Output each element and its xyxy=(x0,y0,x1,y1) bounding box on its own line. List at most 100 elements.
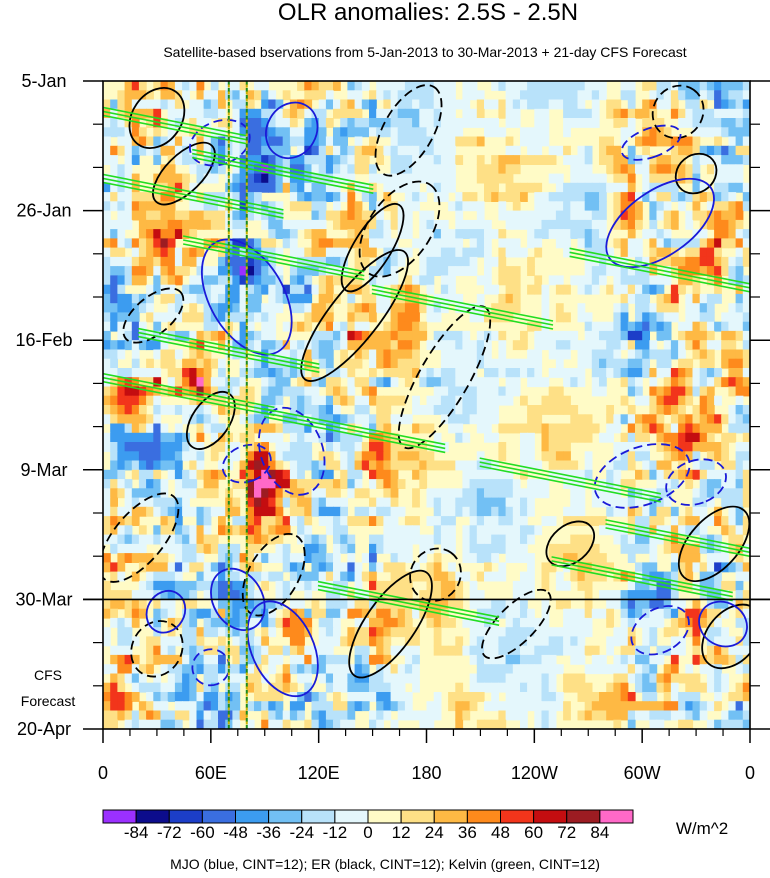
olr-anomaly-cell xyxy=(649,627,658,638)
olr-anomaly-cell xyxy=(721,553,729,563)
olr-anomaly-cell xyxy=(433,266,442,276)
olr-anomaly-cell xyxy=(433,81,442,91)
olr-anomaly-cell xyxy=(383,275,392,286)
olr-anomaly-cell xyxy=(548,664,557,675)
olr-anomaly-cell xyxy=(124,701,133,712)
olr-anomaly-cell xyxy=(261,108,269,119)
olr-anomaly-cell xyxy=(606,182,614,193)
olr-anomaly-cell xyxy=(433,136,442,147)
olr-anomaly-cell xyxy=(196,99,205,110)
olr-anomaly-cell xyxy=(203,719,212,729)
olr-anomaly-cell xyxy=(167,599,176,610)
olr-anomaly-cell xyxy=(714,571,722,582)
olr-anomaly-cell xyxy=(318,479,327,489)
olr-anomaly-cell xyxy=(714,479,722,489)
olr-anomaly-cell xyxy=(462,136,471,147)
olr-anomaly-cell xyxy=(340,673,348,684)
olr-anomaly-cell xyxy=(174,571,183,582)
olr-anomaly-cell xyxy=(599,136,607,147)
olr-anomaly-cell xyxy=(153,414,162,425)
olr-anomaly-cell xyxy=(131,173,140,184)
olr-anomaly-cell xyxy=(433,525,442,536)
olr-anomaly-cell xyxy=(333,386,341,397)
olr-anomaly-cell xyxy=(721,608,729,619)
olr-anomaly-cell xyxy=(721,256,729,267)
olr-anomaly-cell xyxy=(419,321,428,332)
olr-anomaly-cell xyxy=(404,284,413,295)
olr-anomaly-cell xyxy=(627,293,636,304)
olr-anomaly-cell xyxy=(721,358,729,369)
olr-anomaly-cell xyxy=(541,442,550,452)
olr-anomaly-cell xyxy=(397,673,406,684)
olr-anomaly-cell xyxy=(218,469,226,480)
olr-anomaly-cell xyxy=(203,266,212,276)
olr-anomaly-cell xyxy=(476,414,485,425)
olr-anomaly-cell xyxy=(419,90,428,101)
olr-anomaly-cell xyxy=(678,155,686,165)
olr-anomaly-cell xyxy=(397,710,406,721)
olr-anomaly-cell xyxy=(498,525,507,536)
olr-anomaly-cell xyxy=(289,266,298,276)
olr-anomaly-cell xyxy=(555,284,564,295)
olr-anomaly-cell xyxy=(555,90,564,101)
olr-anomaly-cell xyxy=(390,682,399,693)
olr-anomaly-cell xyxy=(491,164,499,175)
olr-anomaly-cell xyxy=(167,506,176,517)
olr-anomaly-cell xyxy=(577,710,586,721)
olr-anomaly-cell xyxy=(670,627,679,638)
olr-anomaly-cell xyxy=(404,414,413,425)
olr-anomaly-cell xyxy=(397,127,406,138)
olr-anomaly-cell xyxy=(182,136,190,147)
olr-anomaly-cell xyxy=(505,164,514,175)
olr-anomaly-cell xyxy=(325,423,334,434)
olr-anomaly-cell xyxy=(189,108,198,119)
olr-anomaly-cell xyxy=(117,636,126,647)
olr-anomaly-cell xyxy=(721,488,729,499)
olr-anomaly-cell xyxy=(232,590,241,600)
olr-anomaly-cell xyxy=(692,377,701,388)
olr-anomaly-cell xyxy=(440,386,449,397)
olr-anomaly-cell xyxy=(426,701,435,712)
olr-anomaly-cell xyxy=(117,256,126,267)
olr-anomaly-cell xyxy=(311,90,320,101)
olr-anomaly-cell xyxy=(153,284,162,295)
olr-anomaly-cell xyxy=(275,543,284,554)
olr-anomaly-cell xyxy=(361,553,370,563)
olr-anomaly-cell xyxy=(232,377,241,388)
olr-anomaly-cell xyxy=(570,414,579,425)
olr-anomaly-cell xyxy=(246,284,255,295)
olr-anomaly-cell xyxy=(555,99,564,110)
olr-anomaly-cell xyxy=(275,673,284,684)
olr-anomaly-cell xyxy=(670,590,679,600)
olr-anomaly-cell xyxy=(534,90,543,101)
olr-anomaly-cell xyxy=(261,312,269,323)
olr-anomaly-cell xyxy=(289,238,298,249)
olr-anomaly-cell xyxy=(361,164,370,175)
olr-anomaly-cell xyxy=(613,219,622,230)
olr-anomaly-cell xyxy=(232,349,241,360)
olr-anomaly-cell xyxy=(110,571,118,582)
olr-anomaly-cell xyxy=(455,488,464,499)
olr-anomaly-cell xyxy=(369,506,377,517)
olr-anomaly-cell xyxy=(369,692,377,702)
olr-anomaly-cell xyxy=(347,516,356,526)
olr-anomaly-cell xyxy=(721,682,729,693)
olr-anomaly-cell xyxy=(692,488,701,499)
olr-anomaly-cell xyxy=(383,330,392,341)
olr-anomaly-cell xyxy=(491,99,499,110)
olr-anomaly-cell xyxy=(354,81,363,91)
olr-anomaly-cell xyxy=(246,90,255,101)
olr-anomaly-cell xyxy=(282,377,291,388)
olr-anomaly-cell xyxy=(448,599,456,610)
olr-anomaly-cell xyxy=(124,321,133,332)
olr-anomaly-cell xyxy=(138,81,147,91)
olr-anomaly-cell xyxy=(138,247,147,258)
olr-anomaly-cell xyxy=(138,423,147,434)
olr-anomaly-cell xyxy=(311,284,320,295)
olr-anomaly-cell xyxy=(325,710,334,721)
olr-anomaly-cell xyxy=(505,90,514,101)
olr-anomaly-cell xyxy=(469,627,478,638)
olr-anomaly-cell xyxy=(627,617,636,628)
olr-anomaly-cell xyxy=(146,590,154,600)
olr-anomaly-cell xyxy=(620,266,629,276)
